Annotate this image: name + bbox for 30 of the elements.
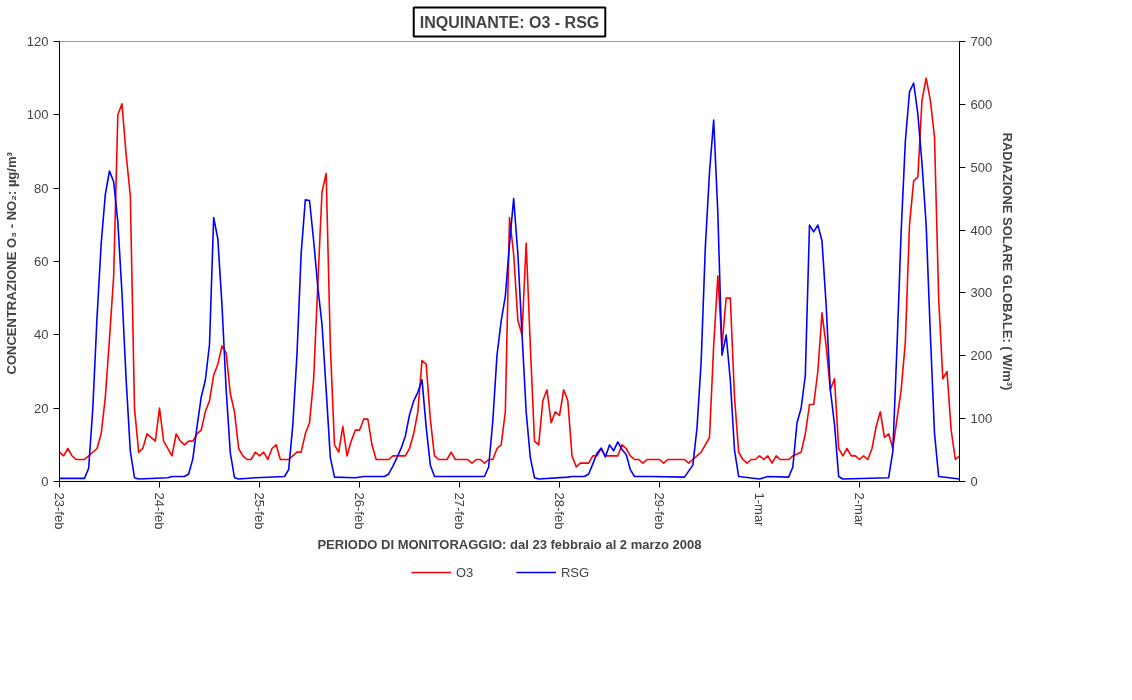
x-tick-label: 28-feb — [552, 492, 567, 530]
x-tick-label: 2-mar — [852, 492, 867, 528]
y-tick-label: 60 — [34, 254, 49, 269]
y-tick-label: 80 — [34, 180, 49, 196]
y2-tick-label: 400 — [970, 222, 993, 238]
y-tick-label: 100 — [26, 107, 49, 123]
chart-title: INQUINANTE: O3 - RSG — [419, 13, 600, 31]
y2-tick-label: 200 — [970, 348, 993, 364]
y2-tick-label: 700 — [970, 34, 993, 49]
x-tick-label: 23-feb — [52, 492, 67, 530]
y2-axis-title: RADIAZIONE SOLARE GLOBALE: ( W/m³) — [1000, 132, 1016, 391]
x-axis-title: PERIODO DI MONITORAGGIO: dal 23 febbraio al 2 marzo 2008 — [317, 537, 702, 553]
y2-tick-label: 0 — [970, 474, 978, 489]
x-tick-label: 26-feb — [352, 492, 367, 530]
y-axis-title: CONCENTRAZIONE O₃ - NO₂: µg/m³ — [3, 151, 19, 375]
x-tick-label: 24-feb — [152, 492, 167, 530]
y-tick-label: 40 — [34, 327, 49, 343]
y2-tick-label: 500 — [970, 159, 993, 175]
x-tick-label: 29-feb — [652, 492, 667, 530]
x-tick-label: 1-mar — [752, 492, 767, 528]
y-tick-label: 0 — [41, 474, 49, 489]
y-tick-label: 120 — [26, 34, 49, 49]
legend-label: O3 — [455, 564, 475, 580]
legend-label: RSG — [560, 564, 590, 580]
x-tick-label: 27-feb — [452, 492, 467, 530]
x-tick-label: 25-feb — [252, 492, 267, 530]
y2-tick-label: 600 — [970, 96, 993, 112]
y2-tick-label: 300 — [970, 285, 993, 301]
y2-tick-label: 100 — [970, 411, 993, 427]
y-tick-label: 20 — [34, 400, 49, 416]
